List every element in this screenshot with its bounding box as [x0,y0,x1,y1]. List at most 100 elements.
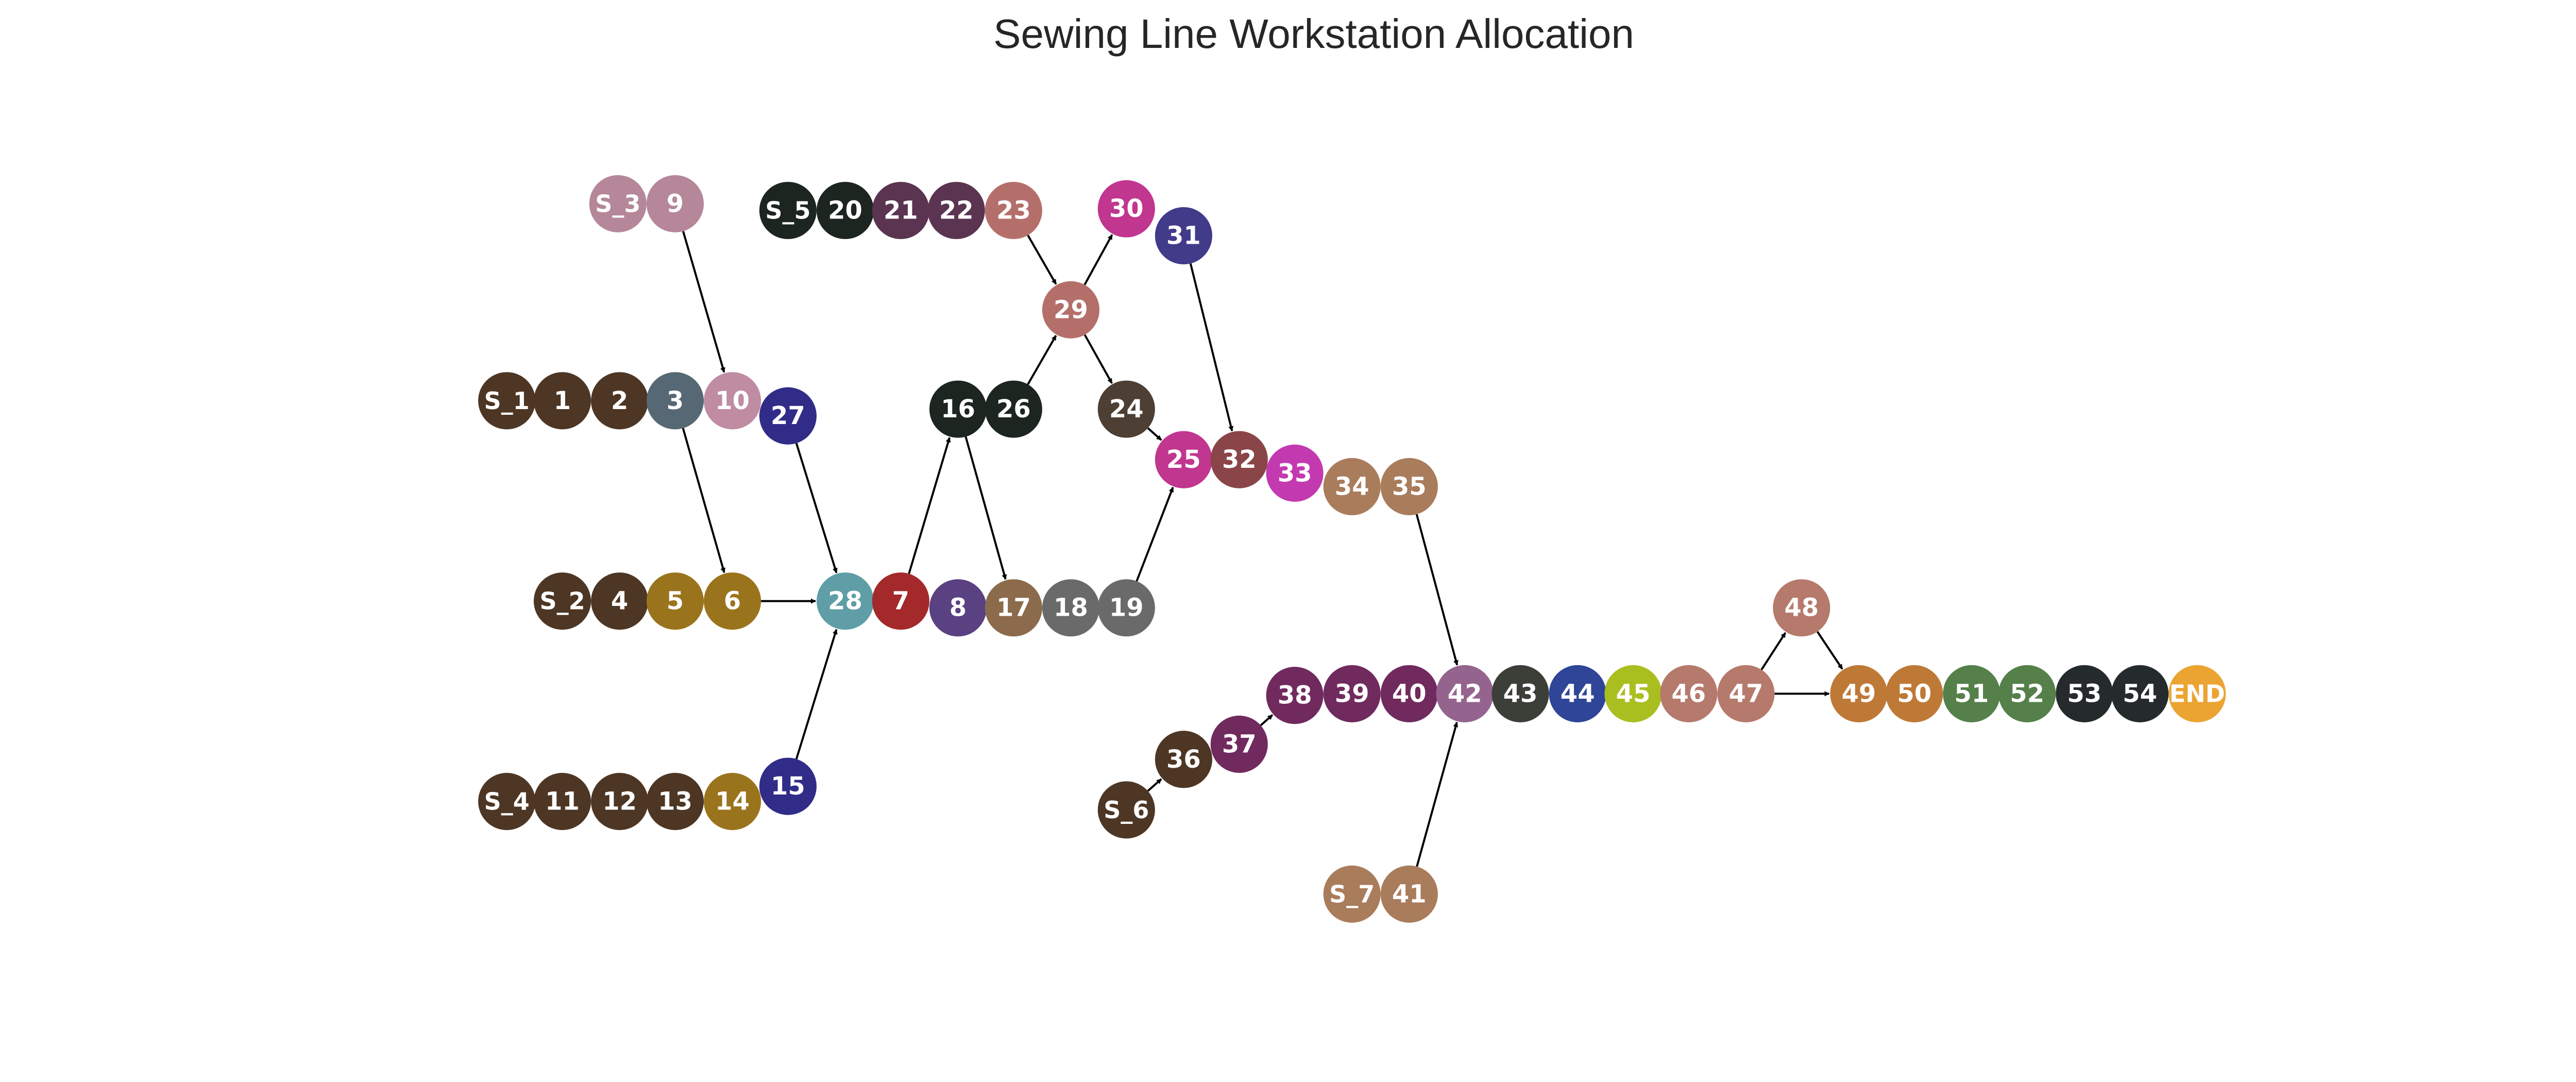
node-label: 19 [1109,594,1144,622]
node-circle [478,773,536,831]
node-label: 46 [1671,679,1706,708]
node-circle [1155,431,1212,488]
node-35: 35 [1380,458,1438,516]
node-47: 47 [1717,665,1775,722]
edge-3-to-6 [682,428,726,573]
node-label: 9 [667,189,684,218]
node-circle [591,372,649,430]
node-label: 28 [828,587,862,616]
node-26: 26 [985,380,1042,438]
node-label: 34 [1335,472,1369,501]
node-10: 10 [704,372,761,430]
node-circle [929,380,987,438]
node-circle [2111,665,2169,722]
node-label: 25 [1166,445,1201,474]
node-21: 21 [872,181,929,240]
node-51: 51 [1943,665,2001,722]
node-label: 3 [667,386,684,415]
node-circle [929,579,987,637]
node-label: 14 [715,787,750,816]
node-circle [1830,665,1888,722]
edge-31-to-32 [1189,263,1234,432]
node-circle [1155,731,1212,788]
node-circle [1773,579,1831,637]
node-label: 5 [667,587,684,616]
edge-41-to-42 [1416,721,1459,867]
node-s-5: S_5 [759,181,817,240]
node-5: 5 [646,572,704,630]
node-50: 50 [1886,665,1943,722]
node-label: S_7 [1329,880,1375,908]
node-circle [704,572,761,630]
node-label: 11 [545,787,580,816]
node-43: 43 [1492,665,1549,722]
edge-16-to-17 [964,436,1007,580]
node-37: 37 [1210,715,1268,773]
edge-37-to-38 [1260,714,1274,726]
node-34: 34 [1323,458,1381,516]
node-circle [2168,665,2226,722]
node-circle [1042,579,1100,637]
node-s-6: S_6 [1097,781,1155,839]
node-circle [759,757,817,815]
edge-29-to-24 [1083,334,1113,384]
node-label: 1 [554,386,571,415]
node-circle [985,380,1042,438]
node-circle [1266,444,1324,502]
node-label: 52 [2010,679,2044,708]
node-label: S_4 [484,788,530,816]
node-circle [1380,458,1438,516]
node-13: 13 [646,773,704,831]
node-30: 30 [1097,180,1155,238]
node-label: 35 [1392,472,1427,501]
node-label: 50 [1897,679,1931,708]
edge-48-to-49 [1816,631,1843,670]
node-label: 12 [602,787,637,816]
node-circle [872,572,929,630]
node-3: 3 [646,372,704,430]
node-18: 18 [1042,579,1100,637]
node-11: 11 [533,773,591,831]
node-label: 39 [1335,679,1369,708]
node-circle [985,579,1042,637]
node-42: 42 [1436,665,1494,722]
node-label: 45 [1616,679,1651,708]
node-s-4: S_4 [478,773,536,831]
node-12: 12 [591,773,649,831]
node-label: S_3 [595,190,640,217]
node-45: 45 [1604,665,1662,722]
node-28: 28 [816,572,874,630]
node-circle [1492,665,1549,722]
node-label: 51 [1954,679,1989,708]
node-46: 46 [1660,665,1718,722]
edge-s-6-to-36 [1147,778,1162,792]
node-39: 39 [1323,665,1381,722]
node-label: 47 [1729,679,1764,708]
node-label: 29 [1054,295,1088,324]
node-circle [985,181,1042,240]
node-4: 4 [591,572,649,630]
node-circle [927,181,985,240]
node-circle [478,372,536,430]
edge-35-to-42 [1415,514,1459,666]
node-label: 16 [941,395,975,424]
diagram-title: Sewing Line Workstation Allocation [993,11,1634,57]
node-circle [704,773,761,831]
node-label: 22 [939,196,974,225]
node-label: 42 [1448,679,1482,708]
node-circle [816,572,874,630]
node-44: 44 [1549,665,1606,722]
node-circle [533,372,591,430]
node-9: 9 [646,175,704,232]
node-circle [1323,865,1381,923]
node-s-3: S_3 [589,175,647,232]
node-label: 20 [828,196,862,225]
edge-9-to-10 [682,231,725,373]
node-circle [1323,665,1381,722]
node-circle [1097,380,1155,438]
node-24: 24 [1097,380,1155,438]
node-label: 36 [1166,745,1201,774]
node-circle [591,572,649,630]
node-label: 17 [996,594,1031,622]
